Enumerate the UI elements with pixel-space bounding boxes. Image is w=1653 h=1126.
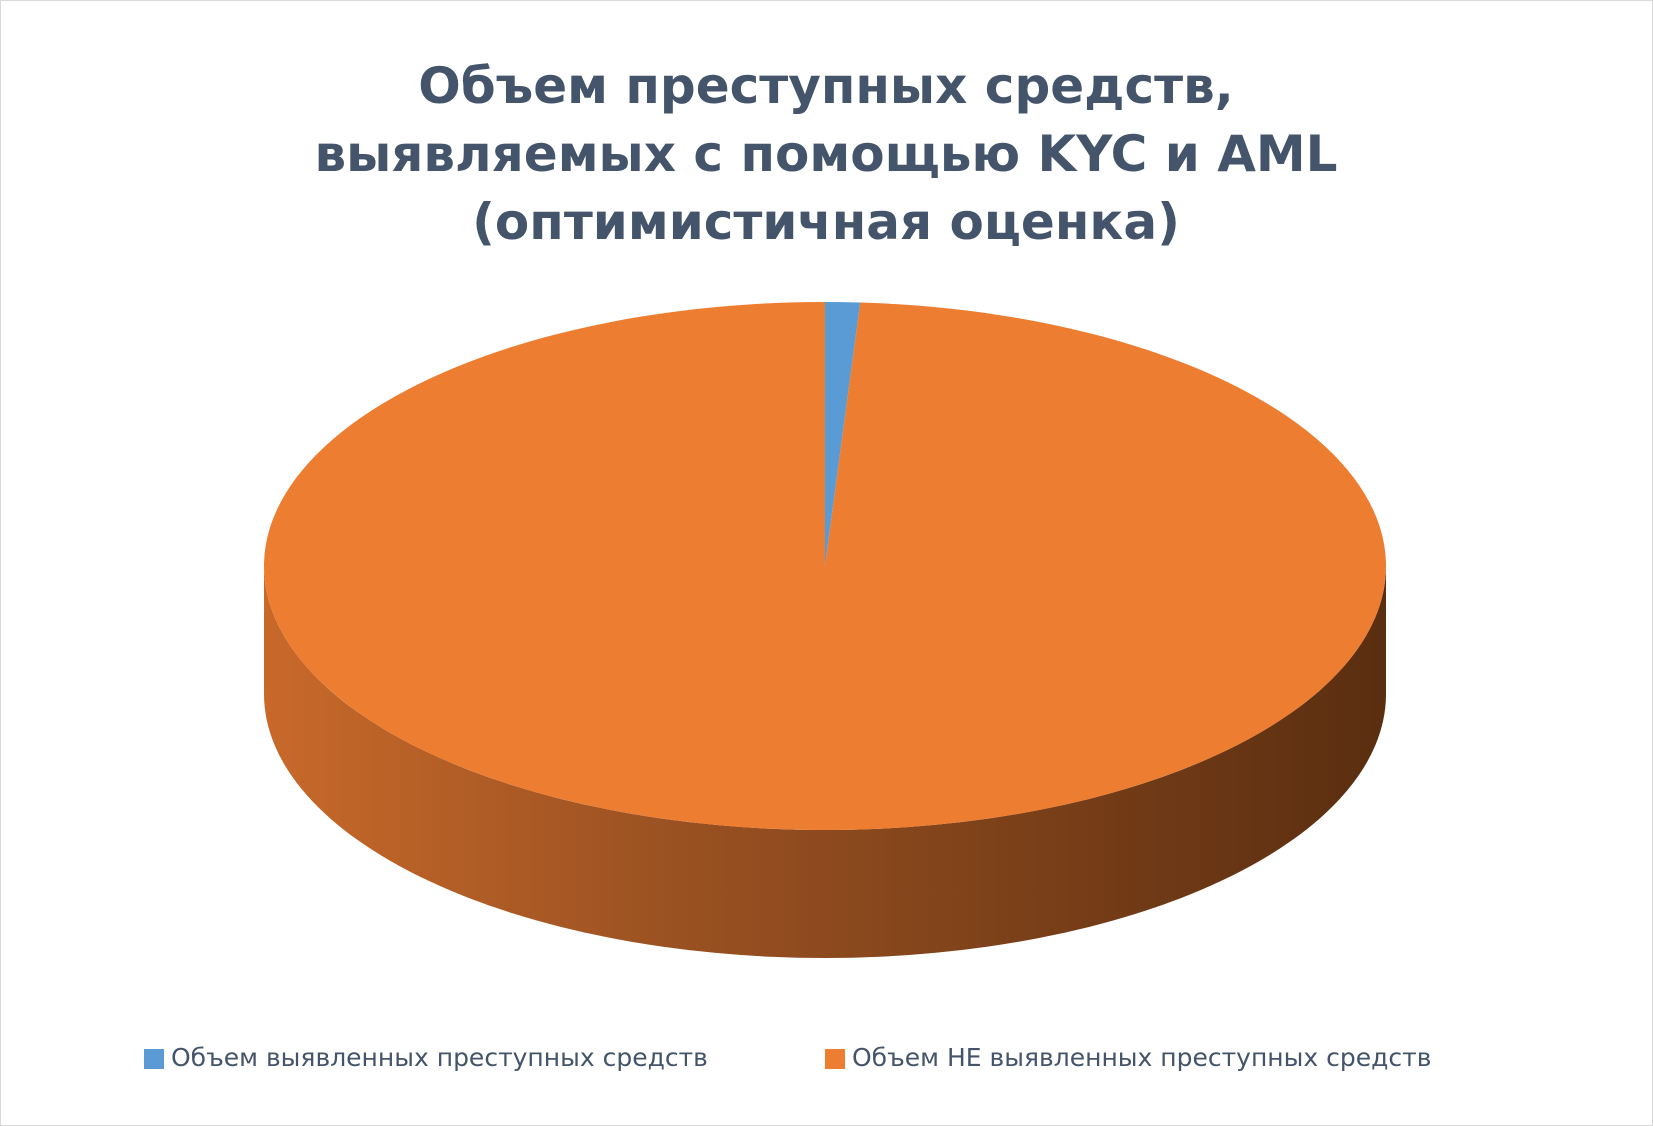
pie-side [264,566,1386,958]
chart-title: Объем преступных средств, выявляемых с п… [314,57,1338,251]
legend-swatch [144,1049,164,1069]
legend-swatch [825,1049,845,1069]
pie-slice [263,302,1386,831]
legend-label: Объем НЕ выявленных преступных средств [852,1043,1431,1072]
legend-label: Объем выявленных преступных средств [171,1043,708,1072]
pie-slice [825,302,861,566]
